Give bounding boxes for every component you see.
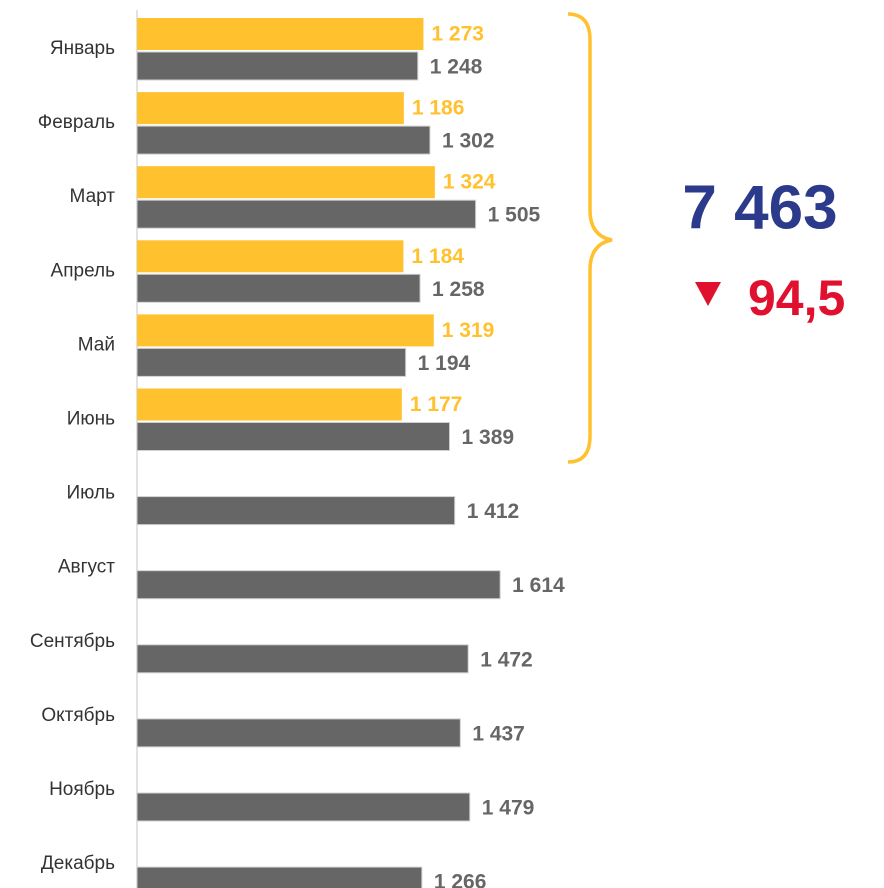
value-label: 1 479 — [482, 797, 535, 820]
value-label: 1 186 — [412, 97, 465, 120]
category-label: Июль — [67, 483, 116, 504]
bar — [136, 51, 419, 81]
down-arrow — [695, 282, 721, 306]
category-label: Апрель — [51, 260, 116, 281]
category-label: Май — [78, 334, 115, 355]
value-label: 1 505 — [488, 204, 541, 227]
bar — [137, 166, 435, 199]
change: 94,5 — [748, 270, 845, 326]
category-label: Март — [70, 186, 116, 207]
bar — [137, 92, 404, 125]
value-label: 1 389 — [462, 426, 515, 449]
value-label: 1 184 — [411, 245, 464, 268]
category-label: Февраль — [38, 112, 115, 133]
value-label: 1 324 — [443, 171, 496, 194]
bar — [137, 18, 424, 50]
bracket — [567, 12, 613, 464]
value-label: 1 258 — [432, 278, 485, 301]
category-label: Июнь — [67, 409, 115, 430]
bar — [137, 240, 404, 273]
value-label: 1 614 — [512, 574, 565, 597]
category-label: Сентябрь — [30, 631, 115, 652]
value-label: 1 437 — [472, 722, 525, 745]
bar — [136, 792, 471, 822]
bar — [137, 314, 434, 347]
value-label: 1 472 — [480, 648, 533, 671]
bar — [137, 388, 402, 421]
value-label: 1 266 — [434, 871, 487, 888]
bar — [136, 644, 469, 674]
value-label: 1 248 — [430, 56, 483, 79]
bar — [136, 496, 456, 526]
bar — [136, 718, 461, 748]
value-label: 1 302 — [442, 130, 495, 153]
category-label: Август — [58, 557, 115, 578]
bar — [136, 570, 501, 600]
value-label: 1 273 — [431, 23, 484, 46]
category-label: Ноябрь — [49, 779, 115, 800]
value-label: 1 319 — [442, 319, 495, 342]
bar — [136, 347, 407, 377]
category-label: Декабрь — [41, 853, 115, 874]
bar — [136, 273, 421, 303]
bar — [136, 422, 451, 451]
category-label: Январь — [50, 38, 115, 59]
value-label: 1 177 — [410, 393, 463, 416]
value-label: 1 412 — [467, 500, 520, 523]
total: 7 463 — [682, 173, 837, 242]
bar — [136, 199, 477, 229]
bar — [136, 125, 431, 155]
bar — [136, 866, 423, 888]
value-label: 1 194 — [418, 352, 471, 375]
category-label: Октябрь — [41, 705, 115, 726]
